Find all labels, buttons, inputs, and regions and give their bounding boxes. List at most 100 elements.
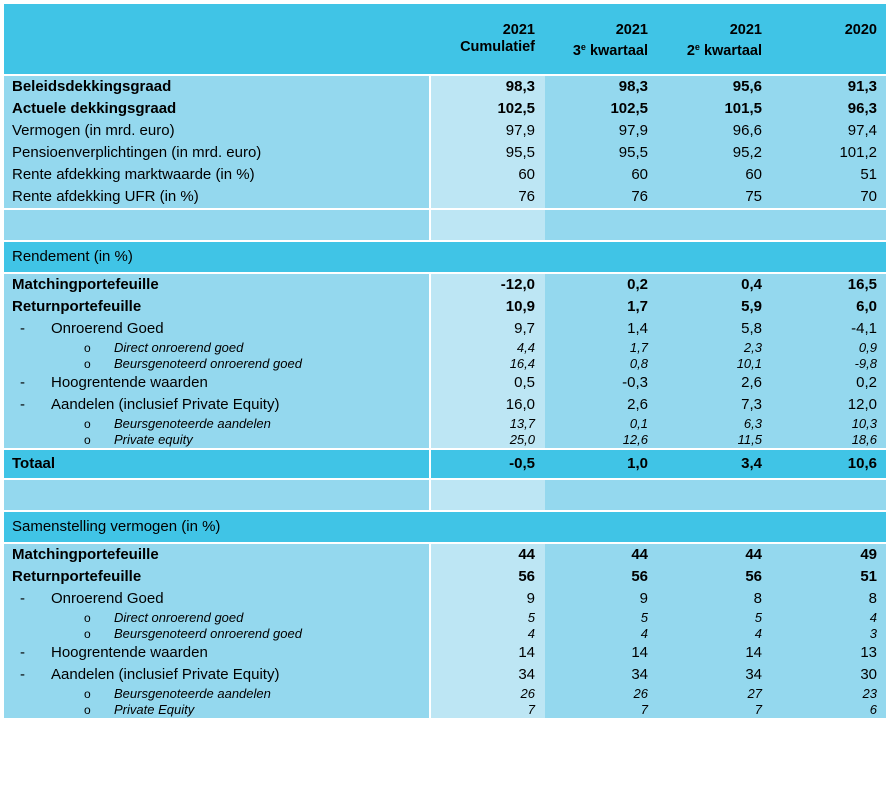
detail-value: 23 (862, 686, 877, 701)
row-label: Rente afdekking UFR (in %) (12, 188, 199, 205)
detail-value: 0,9 (858, 340, 877, 355)
samenstelling-block: Matchingportefeuille Returnportefeuille - O… (4, 544, 886, 718)
matching-value: 44 (745, 546, 762, 563)
detail-value: 6,3 (743, 416, 762, 431)
samenstelling-col-1: 44 56 9 5 4 14 34 26 7 (431, 544, 545, 718)
total-value: -0,5 (431, 450, 545, 478)
row-value: 97,9 (618, 122, 648, 139)
row-value: 96,3 (847, 100, 877, 117)
detail-value: 1,4 (627, 320, 648, 337)
detail-value: 11,5 (737, 432, 762, 447)
return-label: Returnportefeuille (12, 298, 142, 315)
detail-value: -0,3 (622, 374, 648, 391)
row-value: 60 (631, 166, 648, 183)
detail-value: 0,5 (514, 374, 535, 391)
detail-value: 14 (518, 644, 535, 661)
detail-value: 12,6 (622, 432, 648, 447)
dash-marker: - (20, 320, 25, 337)
detail-label: Aandelen (inclusief Private Equity) (51, 396, 280, 413)
detail-label: Beursgenoteerde aandelen (114, 686, 271, 701)
spacer-row (4, 480, 886, 510)
header-label: 3e kwartaal (572, 42, 648, 59)
matching-value: 16,5 (847, 276, 877, 293)
row-value: 60 (518, 166, 535, 183)
samenstelling-col-2: 44 56 9 5 4 14 34 26 7 (545, 544, 659, 718)
row-value: 98,3 (618, 78, 648, 95)
dash-marker: - (20, 590, 25, 607)
matching-value: 0,2 (627, 276, 648, 293)
detail-value: 8 (868, 590, 877, 607)
total-label: Totaal (4, 450, 429, 478)
detail-row-label: - Aandelen (inclusief Private Equity) (12, 394, 429, 416)
detail-value: 10,1 (736, 356, 762, 371)
detail-value: 4 (869, 610, 877, 625)
row-value: 96,6 (732, 122, 762, 139)
detail-value: -4,1 (851, 320, 877, 337)
top-block: Beleidsdekkingsgraad Actuele dekkingsgraa… (4, 76, 886, 208)
header-col-q3: 2021 3e kwartaal (545, 4, 659, 74)
detail-value: 14 (745, 644, 762, 661)
detail-value: 8 (753, 590, 762, 607)
row-value: 95,2 (732, 144, 762, 161)
detail-value: 0,8 (629, 356, 648, 371)
header-label: 2e kwartaal (686, 42, 762, 59)
dash-marker: - (20, 374, 25, 391)
row-value: 95,6 (732, 78, 762, 95)
bullet-marker: o (84, 611, 91, 625)
detail-value: 7 (640, 702, 648, 717)
detail-value: 34 (518, 666, 535, 683)
rendement-labels: Matchingportefeuille Returnportefeuille - O… (4, 274, 429, 448)
header-year: 2021 (615, 22, 648, 38)
row-value: 97,9 (505, 122, 535, 139)
return-value: 1,7 (627, 298, 648, 315)
detail-value: 10,3 (851, 416, 877, 431)
row-value: 95,5 (505, 144, 535, 161)
detail-value: 26 (520, 686, 535, 701)
rendement-col-3: 0,4 5,9 5,8 2,3 10,1 2,6 7,3 6,3 11,5 (659, 274, 773, 448)
detail-row-label: - Aandelen (inclusief Private Equity) (12, 664, 429, 686)
detail-value: 5,8 (741, 320, 762, 337)
rendement-col-2: 0,2 1,7 1,4 1,7 0,8 -0,3 2,6 0,1 12,6 (545, 274, 659, 448)
section-rendement: Rendement (in %) (4, 242, 886, 272)
detail-value: 0,2 (856, 374, 877, 391)
detail-value: 7 (754, 702, 762, 717)
detail-value: 14 (631, 644, 648, 661)
bullet-marker: o (84, 433, 91, 447)
detail-label: Beursgenoteerd onroerend goed (114, 356, 302, 371)
return-value: 56 (745, 568, 762, 585)
detail-row-label: - Hoogrentende waarden (12, 372, 429, 394)
total-value: 3,4 (659, 450, 773, 478)
detail-row-label: o Beursgenoteerd onroerend goed (12, 356, 429, 372)
header-col-cumulatief: 2021 Cumulatief (429, 4, 545, 74)
detail-label: Private Equity (114, 702, 195, 717)
samenstelling-labels: Matchingportefeuille Returnportefeuille - O… (4, 544, 429, 718)
header-year: 2021 (502, 22, 535, 38)
detail-value: 4 (640, 626, 648, 641)
top-col-2: 98,3 102,5 97,9 95,5 60 76 (545, 76, 659, 208)
detail-value: 2,6 (627, 396, 648, 413)
detail-value: 12,0 (847, 396, 877, 413)
header-label: Cumulatief (460, 39, 535, 55)
detail-value: 4 (754, 626, 762, 641)
return-value: 56 (631, 568, 648, 585)
detail-row-label: - Onroerend Goed (12, 318, 429, 340)
return-value: 10,9 (505, 298, 535, 315)
matching-value: 44 (518, 546, 535, 563)
row-value: 97,4 (847, 122, 877, 139)
detail-value: 25,0 (509, 432, 535, 447)
detail-value: 9 (639, 590, 648, 607)
matching-label: Matchingportefeuille (12, 546, 159, 563)
detail-label: Private equity (114, 432, 193, 447)
matching-value: -12,0 (500, 276, 535, 293)
detail-label: Onroerend Goed (51, 320, 164, 337)
section-title: Rendement (in %) (4, 242, 886, 272)
detail-label: Direct onroerend goed (114, 340, 244, 355)
return-value: 51 (860, 568, 877, 585)
header-empty-cell (4, 4, 429, 74)
row-value: 101,2 (839, 144, 877, 161)
detail-value: 18,6 (851, 432, 877, 447)
detail-row-label: o Direct onroerend goed (12, 610, 429, 626)
top-col-3: 95,6 101,5 96,6 95,2 60 75 (659, 76, 773, 208)
detail-value: 26 (633, 686, 648, 701)
row-value: 60 (745, 166, 762, 183)
